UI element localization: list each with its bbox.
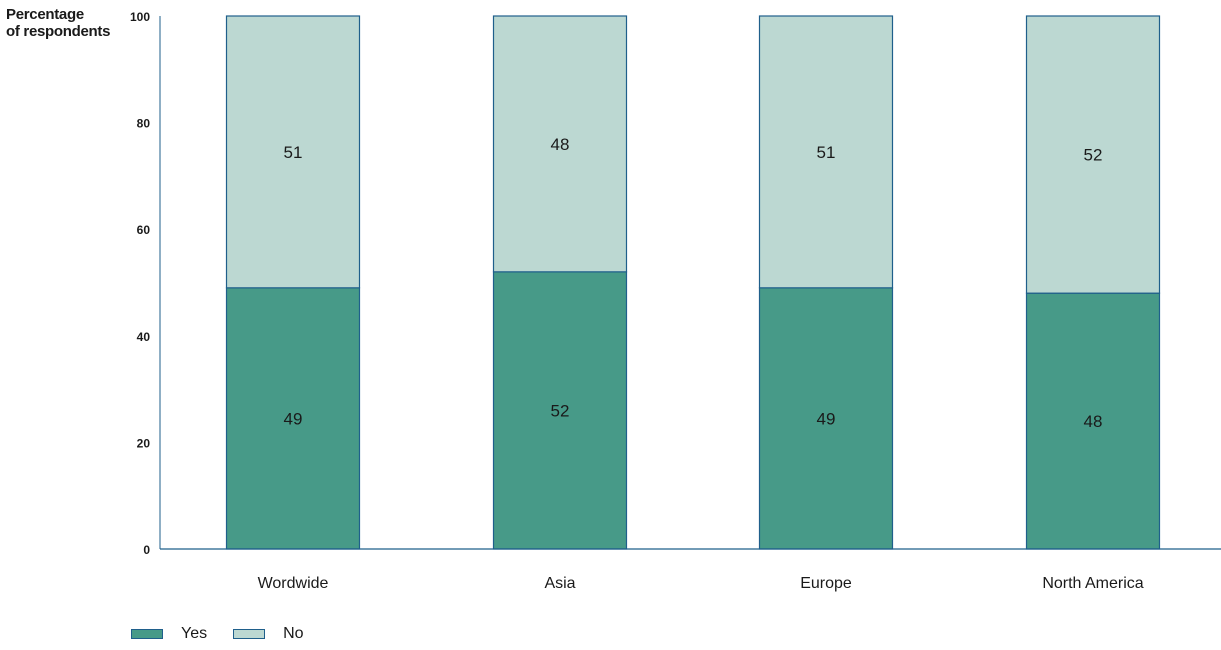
data-label-yes-north-america: 48 bbox=[1084, 412, 1103, 431]
x-tick-label-north-america: North America bbox=[1042, 575, 1143, 592]
y-tick-label-20: 20 bbox=[137, 436, 151, 450]
bar-yes-asia bbox=[492, 271, 628, 550]
y-axis-title: Percentage of respondents bbox=[6, 6, 110, 40]
y-tick-label-80: 80 bbox=[137, 117, 151, 131]
data-label-no-north-america: 52 bbox=[1084, 146, 1103, 165]
y-tick-label-0: 0 bbox=[143, 543, 150, 557]
bar-yes-north-america bbox=[1025, 292, 1161, 550]
x-tick-label-europe: Europe bbox=[800, 575, 852, 592]
legend-label-no: No bbox=[283, 625, 304, 642]
bar-yes-wordwide bbox=[225, 287, 361, 550]
y-tick-label-40: 40 bbox=[137, 330, 151, 344]
data-label-yes-asia: 52 bbox=[551, 401, 570, 420]
bar-no-north-america bbox=[1025, 15, 1161, 294]
bar-no-asia bbox=[492, 15, 628, 273]
legend-label-yes: Yes bbox=[181, 625, 208, 642]
data-label-no-europe: 51 bbox=[817, 143, 836, 162]
legend-swatch-yes bbox=[131, 629, 163, 639]
y-tick-label-100: 100 bbox=[130, 10, 150, 24]
data-label-no-wordwide: 51 bbox=[284, 143, 303, 162]
legend-item-yes: Yes bbox=[131, 625, 207, 643]
data-label-yes-europe: 49 bbox=[817, 409, 836, 428]
y-axis-title-line-1: Percentage bbox=[6, 6, 84, 23]
data-label-no-asia: 48 bbox=[551, 135, 570, 154]
legend-item-no: No bbox=[233, 625, 304, 643]
y-tick-label-60: 60 bbox=[137, 223, 151, 237]
x-tick-label-asia: Asia bbox=[544, 575, 575, 592]
bar-no-europe bbox=[758, 15, 894, 289]
y-axis-title-line-2: of respondents bbox=[6, 23, 111, 40]
data-label-yes-wordwide: 49 bbox=[284, 409, 303, 428]
legend: Yes No bbox=[131, 625, 330, 643]
x-tick-label-wordwide: Wordwide bbox=[258, 575, 329, 592]
legend-swatch-no bbox=[233, 629, 266, 639]
bar-no-wordwide bbox=[225, 15, 361, 289]
